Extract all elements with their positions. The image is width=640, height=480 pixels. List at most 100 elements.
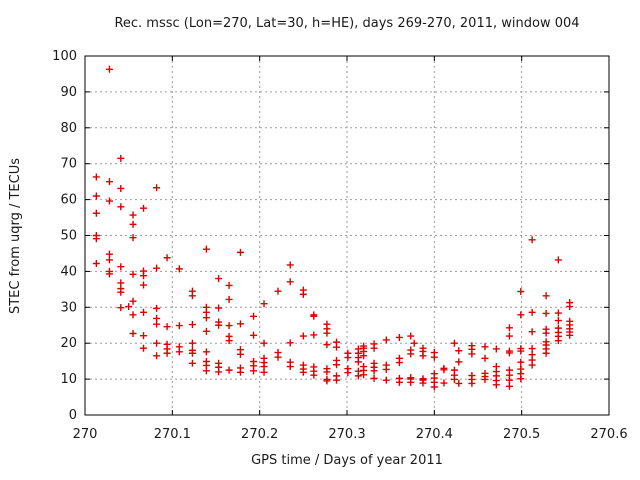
data-point (505, 376, 513, 384)
data-point (140, 308, 148, 316)
data-point (528, 328, 536, 336)
data-point (468, 379, 476, 387)
data-point (92, 260, 100, 268)
data-point (542, 309, 550, 317)
data-point (225, 295, 233, 303)
data-point (481, 375, 489, 383)
y-tick-label: 30 (60, 300, 77, 315)
data-point (542, 349, 550, 357)
data-point (140, 272, 148, 280)
data-point (129, 234, 137, 242)
data-point (542, 292, 550, 300)
data-point (225, 322, 233, 330)
data-point (140, 281, 148, 289)
data-point (370, 374, 378, 382)
data-point (92, 209, 100, 217)
data-point (344, 369, 352, 377)
data-point (215, 304, 223, 312)
x-tick-label: 270.5 (503, 427, 540, 442)
data-point (105, 178, 113, 186)
data-point (360, 352, 368, 360)
data-point (117, 154, 125, 162)
data-point (236, 368, 244, 376)
data-point (188, 339, 196, 347)
y-tick-label: 20 (60, 336, 77, 351)
data-point (225, 337, 233, 345)
x-tick-label: 270.3 (328, 427, 365, 442)
data-point (140, 344, 148, 352)
x-tick-label: 270.6 (590, 427, 627, 442)
data-point (407, 350, 415, 358)
data-point (274, 287, 282, 295)
data-point (117, 304, 125, 312)
data-point (188, 349, 196, 357)
data-point (455, 379, 463, 387)
data-point (370, 367, 378, 375)
data-point (299, 290, 307, 298)
data-point (153, 352, 161, 360)
data-point (566, 303, 574, 311)
y-tick-label: 70 (60, 157, 77, 172)
data-point (455, 347, 463, 355)
data-point (260, 368, 268, 376)
data-point (481, 354, 489, 362)
data-point (188, 359, 196, 367)
data-point (153, 304, 161, 312)
data-point (125, 303, 133, 311)
data-point (129, 220, 137, 228)
data-point (554, 337, 562, 345)
data-point (333, 343, 341, 351)
data-point (105, 65, 113, 73)
data-point (299, 332, 307, 340)
x-tick-label: 270 (73, 427, 98, 442)
data-point (105, 197, 113, 205)
data-point (117, 203, 125, 211)
data-point (492, 345, 500, 353)
data-point (410, 339, 418, 347)
gridlines (85, 56, 609, 415)
data-point (140, 332, 148, 340)
x-tick-label: 270.4 (416, 427, 453, 442)
data-point (407, 378, 415, 386)
data-point (528, 345, 536, 353)
data-point (153, 320, 161, 328)
data-point (202, 314, 210, 322)
data-point (360, 371, 368, 379)
data-point (92, 235, 100, 243)
data-point (395, 378, 403, 386)
data-point (468, 350, 476, 358)
data-point (310, 312, 318, 320)
data-point (517, 347, 525, 355)
data-point (430, 353, 438, 361)
data-point (274, 353, 282, 361)
y-tick-labels: 0 10 20 30 40 50 60 70 80 90 100 (52, 49, 77, 423)
data-point (250, 367, 258, 375)
data-point (129, 311, 137, 319)
data-point (175, 322, 183, 330)
data-point (382, 336, 390, 344)
data-point (505, 349, 513, 357)
data-point (370, 344, 378, 352)
data-point (323, 368, 331, 376)
data-point (163, 254, 171, 262)
data-point (153, 264, 161, 272)
data-point (455, 358, 463, 366)
data-point (517, 358, 525, 366)
data-point (554, 256, 562, 264)
data-point (163, 349, 171, 357)
data-point (215, 321, 223, 329)
y-tick-label: 90 (60, 85, 77, 100)
x-tick-label: 270.2 (241, 427, 278, 442)
data-point (117, 288, 125, 296)
data-point (450, 375, 458, 383)
y-tick-label: 100 (52, 49, 77, 64)
data-point (517, 375, 525, 383)
x-axis-label: GPS time / Days of year 2011 (251, 453, 443, 468)
data-point (140, 204, 148, 212)
data-point (310, 331, 318, 339)
y-tick-label: 0 (69, 408, 77, 423)
data-point (430, 383, 438, 391)
data-point (323, 377, 331, 385)
data-point (333, 361, 341, 369)
data-point (554, 317, 562, 325)
